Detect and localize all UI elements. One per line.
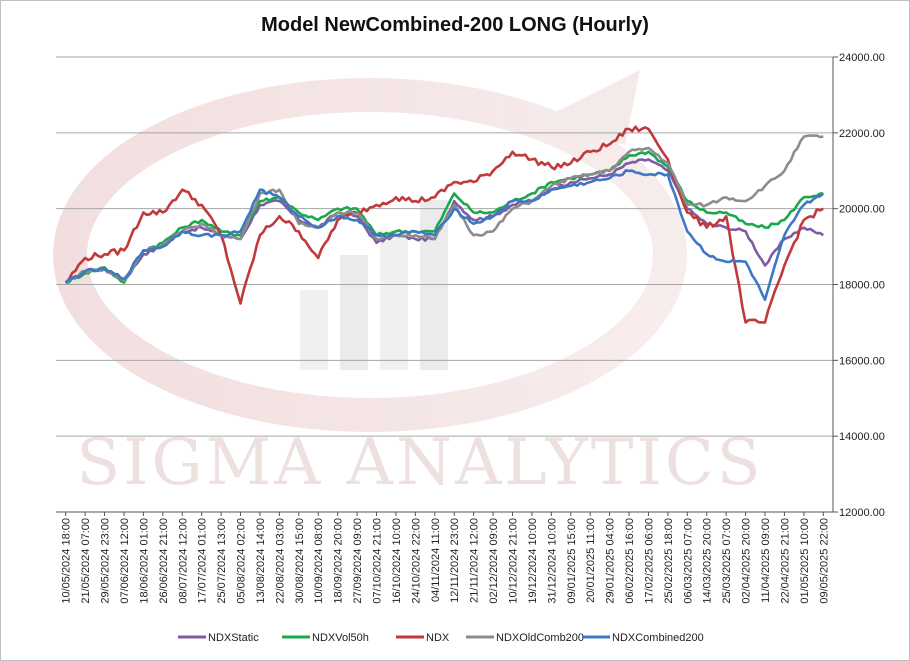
x-tick-label: 02/04/2025 20:00 [741, 518, 753, 604]
x-tick-label: 02/12/2024 09:00 [488, 518, 500, 604]
x-tick-label: 27/09/2024 09:00 [352, 518, 364, 604]
x-tick-label: 29/05/2024 23:00 [100, 518, 112, 604]
x-tick-label: 25/02/2025 18:00 [663, 518, 675, 604]
x-tick-label: 12/11/2024 23:00 [449, 518, 461, 603]
x-tick-label: 21/11/2024 12:00 [469, 518, 481, 603]
x-tick-label: 19/12/2024 10:00 [527, 518, 539, 604]
x-tick-label: 06/02/2025 16:00 [624, 518, 636, 604]
x-tick-label: 17/02/2025 06:00 [643, 518, 655, 604]
x-tick-label: 05/08/2024 02:00 [236, 518, 248, 604]
x-tick-label: 18/06/2024 01:00 [138, 518, 150, 604]
chart-title: Model NewCombined-200 LONG (Hourly) [261, 14, 649, 36]
legend: NDXStatic NDXVol50h NDX NDXOldComb200 NDXCom… [178, 632, 704, 644]
x-tick-label: 01/05/2025 10:00 [799, 518, 811, 604]
legend-label: NDX [426, 632, 450, 644]
series-line-ndx [64, 125, 824, 324]
x-tick-label: 10/05/2024 18:00 [61, 518, 73, 604]
watermark-text: SIGMA ANALYTICS [76, 426, 763, 500]
y-tick-label: 16000.00 [839, 355, 885, 367]
watermark-arrow [540, 70, 640, 145]
y-tick-label: 18000.00 [839, 280, 885, 292]
y-tick-label: 14000.00 [839, 431, 885, 443]
x-tick-label: 22/08/2024 03:00 [274, 518, 286, 604]
legend-label: NDXVol50h [312, 632, 369, 644]
x-tick-label: 29/01/2025 04:00 [605, 518, 617, 604]
x-tick-label: 30/08/2024 15:00 [294, 518, 306, 604]
x-tick-label: 04/11/2024 11:00 [430, 518, 442, 602]
x-tick-label: 11/04/2025 09:00 [760, 518, 772, 603]
x-tick-label: 14/03/2025 20:00 [702, 518, 714, 604]
series-lines [64, 125, 825, 324]
series-line-ndxcombined200 [64, 169, 825, 301]
series-line-ndxvol50h [65, 150, 824, 284]
y-tick-label: 20000.00 [839, 204, 885, 216]
x-tick-label: 20/01/2025 11:00 [585, 518, 597, 603]
legend-label: NDXOldComb200 [496, 632, 584, 644]
x-tick-label: 21/05/2024 07:00 [80, 518, 92, 604]
watermark-bar [300, 290, 328, 370]
x-tick-label: 26/06/2024 21:00 [158, 518, 170, 604]
x-tick-label: 25/03/2025 07:00 [721, 518, 733, 604]
x-tick-label: 08/07/2024 12:00 [177, 518, 189, 604]
y-axis-tick-labels: 12000.00 14000.00 16000.00 18000.00 20000.00… [839, 52, 885, 519]
x-tick-label: 07/06/2024 12:00 [119, 518, 131, 604]
watermark-logo: SIGMA ANALYTICS [53, 70, 763, 500]
x-tick-label: 13/08/2024 14:00 [255, 518, 267, 604]
y-tick-label: 24000.00 [839, 52, 885, 64]
x-tick-label: 10/12/2024 21:00 [507, 518, 519, 604]
y-tick-label: 12000.00 [839, 507, 885, 519]
x-tick-label: 17/07/2024 01:00 [197, 518, 209, 604]
x-tick-label: 07/10/2024 21:00 [372, 518, 384, 604]
x-tick-label: 22/04/2025 21:00 [779, 518, 791, 604]
x-tick-label: 18/09/2024 20:00 [333, 518, 345, 604]
x-tick-label: 09/01/2025 15:00 [566, 518, 578, 604]
x-tick-label: 06/03/2025 07:00 [682, 518, 694, 604]
x-tick-label: 16/10/2024 10:00 [391, 518, 403, 604]
legend-label: NDXCombined200 [612, 632, 704, 644]
x-tick-label: 31/12/2024 10:00 [546, 518, 558, 604]
x-tick-label: 09/05/2025 22:00 [818, 518, 830, 604]
y-tick-label: 22000.00 [839, 128, 885, 140]
x-tick-label: 10/09/2024 08:00 [313, 518, 325, 604]
x-axis-tick-labels: 10/05/2024 18:00 21/05/2024 07:00 29/05/20… [61, 518, 831, 604]
x-tick-label: 25/07/2024 13:00 [216, 518, 228, 604]
watermark-bar [340, 255, 368, 370]
x-tick-label: 24/10/2024 22:00 [410, 518, 422, 604]
watermark-swoosh [53, 78, 687, 432]
legend-label: NDXStatic [208, 632, 259, 644]
axes [56, 56, 838, 516]
watermark-bar [380, 230, 408, 370]
